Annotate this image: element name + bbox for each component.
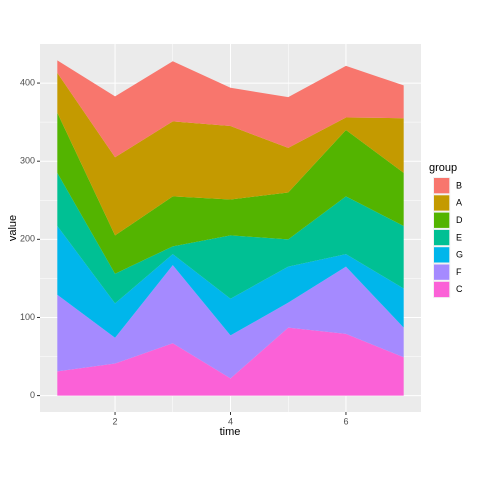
legend-swatch: [434, 212, 450, 228]
legend-swatch: [434, 247, 450, 263]
area: [57, 327, 404, 396]
y-tick-label: 0: [30, 390, 35, 400]
area: [57, 226, 404, 338]
legend-title: group: [429, 162, 457, 174]
area: [57, 172, 404, 304]
y-axis-title: value: [7, 215, 19, 241]
area: [57, 60, 404, 158]
legend-label: E: [456, 232, 462, 242]
x-axis-title: time: [220, 426, 241, 438]
legend-swatch: [434, 178, 450, 194]
y-tick-label: 400: [20, 77, 35, 87]
area: [57, 112, 404, 274]
legend-label: A: [456, 198, 462, 208]
x-tick-label: 2: [113, 416, 118, 426]
x-tick-label: 6: [343, 416, 348, 426]
y-tick-label: 200: [20, 234, 35, 244]
y-tick-label: 100: [20, 312, 35, 322]
legend-label: F: [456, 267, 462, 277]
x-tick-label: 4: [228, 416, 233, 426]
area: [57, 72, 404, 236]
legend-swatch: [434, 229, 450, 246]
y-tick-label: 300: [20, 156, 35, 166]
legend-swatch: [434, 281, 450, 298]
legend-swatch: [434, 195, 450, 211]
legend-label: C: [456, 284, 463, 294]
legend-label: B: [456, 180, 462, 190]
legend-swatch: [434, 264, 450, 280]
area: [57, 265, 404, 379]
legend-label: D: [456, 215, 463, 225]
legend-label: G: [456, 250, 463, 260]
